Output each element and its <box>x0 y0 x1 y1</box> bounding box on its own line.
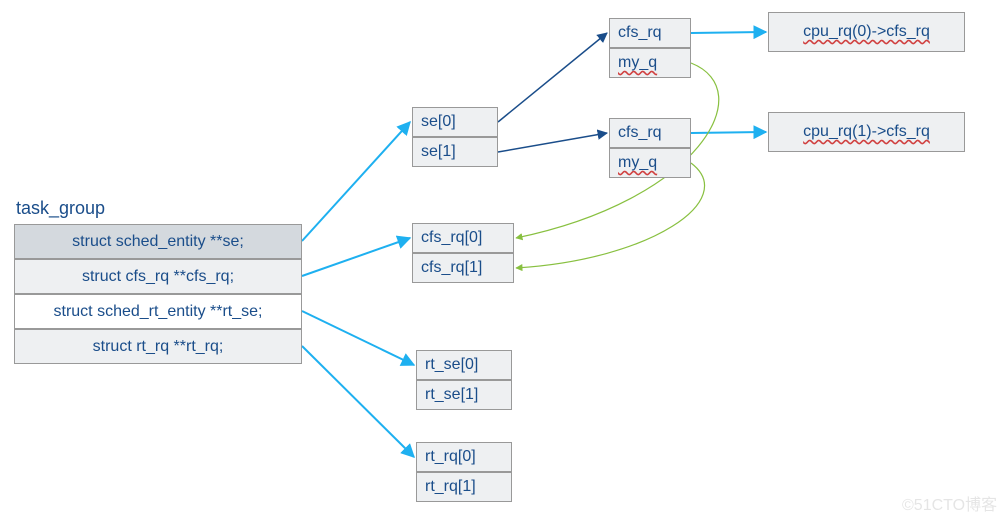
struct-row: struct cfs_rq **cfs_rq; <box>14 259 302 294</box>
arrow <box>498 133 607 152</box>
box-cpu1: cpu_rq(1)->cfs_rq <box>768 112 965 152</box>
box-se1: se[1] <box>412 137 498 167</box>
box-cfsrq0: cfs_rq[0] <box>412 223 514 253</box>
arrow <box>302 346 414 457</box>
box-se0: se[0] <box>412 107 498 137</box>
box-cpu0: cpu_rq(0)->cfs_rq <box>768 12 965 52</box>
struct-row: struct sched_rt_entity **rt_se; <box>14 294 302 329</box>
arrow <box>498 33 607 122</box>
box-rtrq0: rt_rq[0] <box>416 442 512 472</box>
arrow <box>691 132 766 133</box>
curve <box>516 163 705 268</box>
box-cfsrq1: cfs_rq[1] <box>412 253 514 283</box>
box-rtse0: rt_se[0] <box>416 350 512 380</box>
struct-row: struct sched_entity **se; <box>14 224 302 259</box>
box-cfsrq_mid: cfs_rq <box>609 118 691 148</box>
arrow <box>302 311 414 365</box>
box-cfsrq_top: cfs_rq <box>609 18 691 48</box>
arrow <box>691 32 766 33</box>
watermark: ©51CTO博客 <box>902 491 997 515</box>
box-rtrq1: rt_rq[1] <box>416 472 512 502</box>
title-task-group: task_group <box>16 198 105 219</box>
arrow <box>302 238 410 276</box>
box-myq_top: my_q <box>609 48 691 78</box>
arrow <box>302 122 410 241</box>
box-myq_mid: my_q <box>609 148 691 178</box>
box-rtse1: rt_se[1] <box>416 380 512 410</box>
struct-row: struct rt_rq **rt_rq; <box>14 329 302 364</box>
